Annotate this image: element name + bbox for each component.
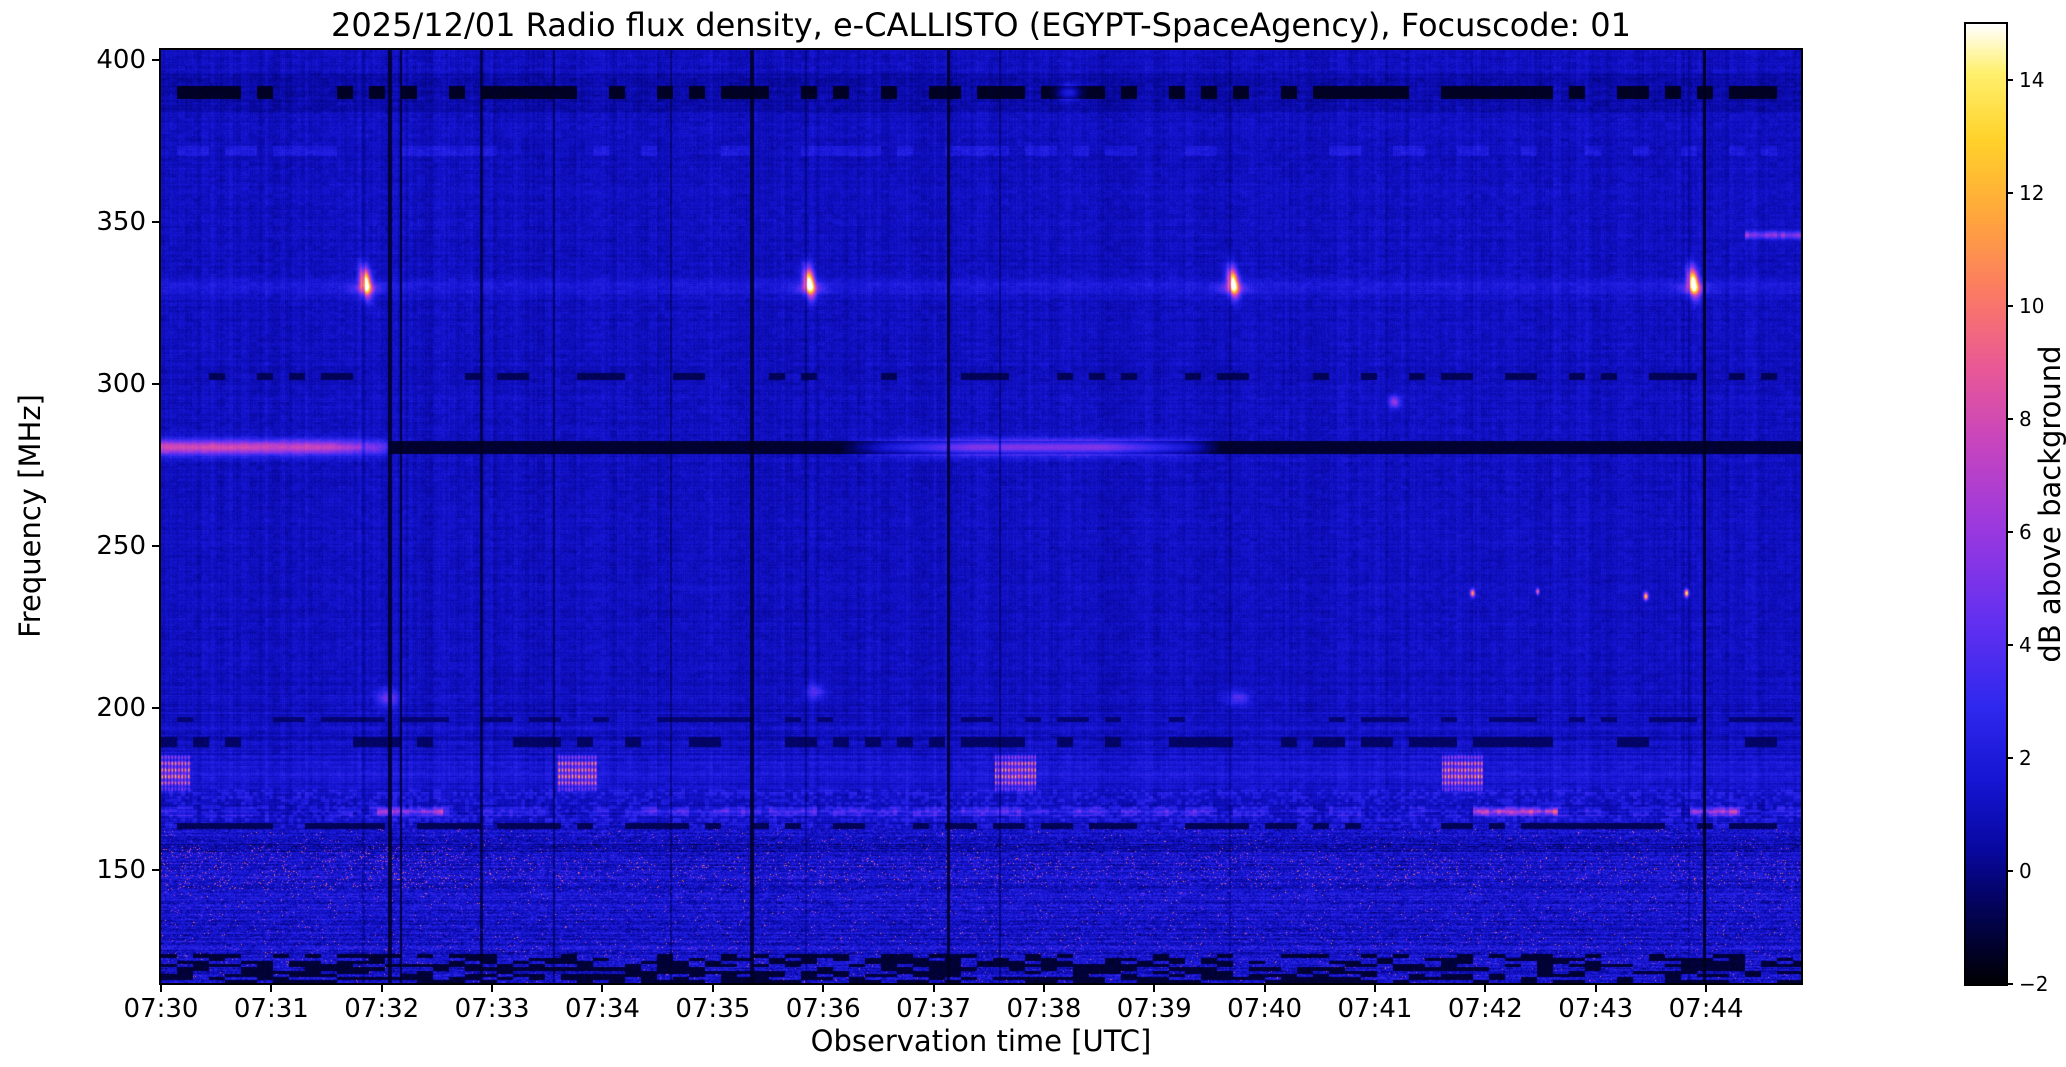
chart-title: 2025/12/01 Radio flux density, e-CALLIST…: [331, 6, 1631, 44]
x-tick-label: 07:38: [1006, 994, 1082, 1024]
colorbar: [1966, 24, 2006, 984]
colorbar-tick-label: −2: [2019, 972, 2049, 996]
colorbar-tick-mark: [2006, 531, 2013, 534]
x-tick-label: 07:44: [1668, 994, 1744, 1024]
colorbar-tick-label: 6: [2019, 520, 2032, 545]
y-tick-label: 350: [96, 206, 146, 237]
y-tick-mark: [152, 382, 161, 385]
colorbar-tick-mark: [2006, 192, 2013, 195]
x-tick-label: 07:37: [896, 994, 971, 1024]
x-tick-mark: [822, 983, 825, 992]
x-tick-mark: [160, 983, 162, 992]
y-tick-label: 150: [96, 854, 146, 885]
x-tick-mark: [1484, 983, 1487, 992]
y-tick-mark: [152, 868, 161, 871]
y-tick-label: 250: [96, 530, 146, 561]
colorbar-tick-mark: [2006, 79, 2013, 82]
x-tick-mark: [1594, 983, 1597, 992]
x-tick-label: 07:34: [564, 994, 640, 1024]
colorbar-tick-mark: [2006, 305, 2013, 308]
y-axis-label: Frequency [MHz]: [13, 394, 47, 638]
colorbar-tick-label: 4: [2019, 633, 2032, 658]
x-tick-label: 07:41: [1337, 994, 1413, 1024]
colorbar-tick-label: 2: [2019, 746, 2032, 771]
colorbar-tick-mark: [2006, 644, 2013, 647]
colorbar-tick-label: 14: [2019, 68, 2045, 93]
x-tick-mark: [1153, 983, 1156, 992]
y-tick-mark: [152, 706, 161, 709]
y-tick-mark: [152, 544, 161, 547]
x-tick-label: 07:33: [454, 994, 530, 1024]
y-tick-mark: [152, 220, 161, 223]
x-tick-label: 07:30: [123, 994, 199, 1024]
x-tick-label: 07:32: [344, 994, 420, 1024]
colorbar-tick-label: 10: [2019, 294, 2045, 319]
x-tick-mark: [380, 983, 383, 992]
x-tick-label: 07:43: [1558, 994, 1634, 1024]
x-tick-mark: [932, 983, 935, 992]
x-tick-label: 07:40: [1227, 994, 1303, 1024]
colorbar-label: dB above background: [2033, 345, 2066, 663]
colorbar-tick-label: 8: [2019, 407, 2032, 432]
x-tick-label: 07:42: [1447, 994, 1523, 1024]
x-tick-mark: [711, 983, 714, 992]
x-tick-mark: [491, 983, 494, 992]
y-tick-label: 400: [96, 44, 146, 75]
x-tick-mark: [1705, 983, 1708, 992]
colorbar-tick-mark: [2006, 983, 2013, 985]
colorbar-tick-mark: [2006, 757, 2013, 760]
colorbar-tick-mark: [2006, 870, 2013, 873]
x-tick-label: 07:39: [1116, 994, 1192, 1024]
x-tick-label: 07:36: [785, 994, 861, 1024]
y-tick-label: 200: [96, 692, 146, 723]
x-tick-mark: [1042, 983, 1045, 992]
x-tick-label: 07:31: [233, 994, 309, 1024]
x-tick-mark: [1373, 983, 1376, 992]
x-tick-label: 07:35: [675, 994, 751, 1024]
x-axis-label: Observation time [UTC]: [810, 1024, 1152, 1058]
spectrogram-canvas: [161, 50, 1801, 983]
colorbar-tick-mark: [2006, 418, 2013, 421]
colorbar-tick-label: 0: [2019, 859, 2032, 884]
colorbar-tick-label: 12: [2019, 181, 2045, 206]
x-tick-mark: [270, 983, 273, 992]
y-tick-mark: [152, 58, 161, 61]
x-tick-mark: [601, 983, 604, 992]
y-tick-label: 300: [96, 368, 146, 399]
x-tick-mark: [1263, 983, 1266, 992]
